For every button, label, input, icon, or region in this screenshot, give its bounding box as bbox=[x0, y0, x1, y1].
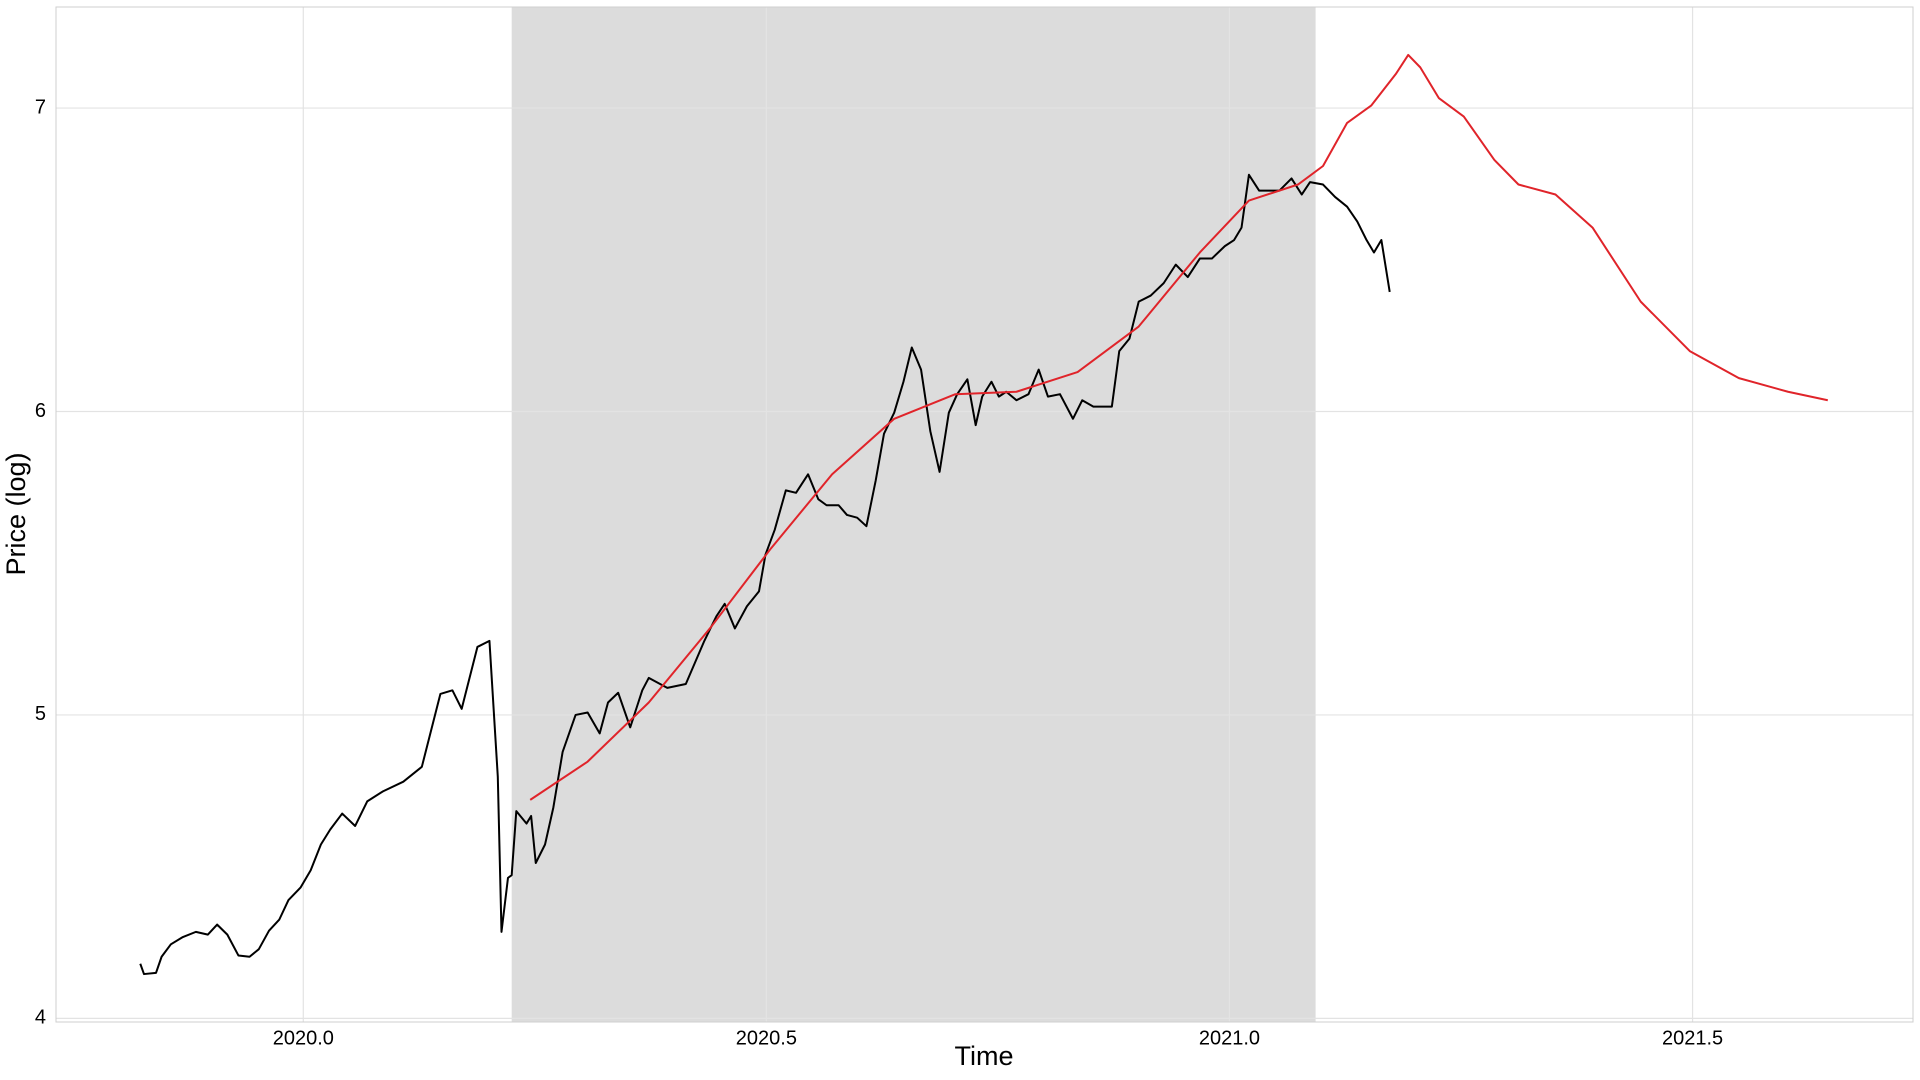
plot-border bbox=[55, 6, 1914, 1023]
x-tick-label: 2021.5 bbox=[1662, 1027, 1723, 1049]
y-tick-label: 5 bbox=[35, 703, 46, 725]
y-tick-label: 6 bbox=[35, 400, 46, 422]
series-line bbox=[139, 173, 1391, 976]
shaded-region bbox=[511, 7, 1316, 1022]
x-tick-label: 2020.0 bbox=[273, 1027, 334, 1049]
y-tick-label: 7 bbox=[35, 96, 46, 118]
x-axis-title: Time bbox=[955, 1041, 1014, 1071]
series-line bbox=[529, 53, 1828, 801]
x-tick-label: 2020.5 bbox=[736, 1027, 797, 1049]
x-tick-label: 2021.0 bbox=[1199, 1027, 1260, 1049]
y-tick-label: 4 bbox=[35, 1007, 46, 1029]
y-axis-title: Price (log) bbox=[1, 452, 31, 575]
